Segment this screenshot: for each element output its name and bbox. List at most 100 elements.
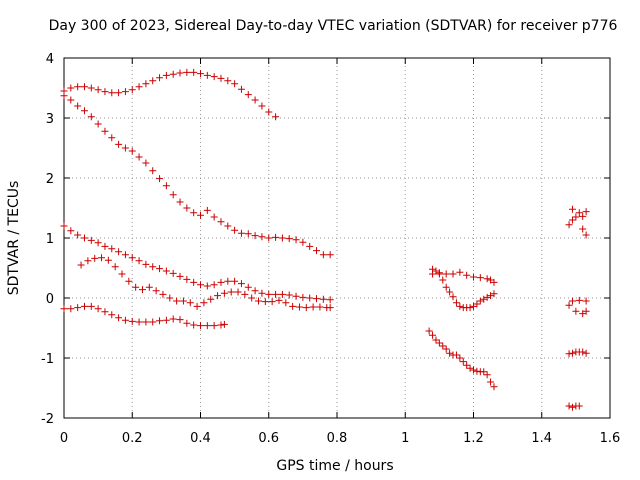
data-point xyxy=(452,299,460,307)
data-point xyxy=(248,294,256,302)
data-point xyxy=(118,270,126,278)
data-point xyxy=(258,233,266,241)
series-arc-late-lower xyxy=(425,327,498,391)
data-point xyxy=(282,299,290,307)
data-point xyxy=(115,314,123,322)
data-point xyxy=(135,318,143,326)
data-point xyxy=(94,86,102,94)
data-point xyxy=(94,120,102,128)
data-point xyxy=(142,318,150,326)
data-point xyxy=(121,251,129,259)
data-point xyxy=(289,302,297,310)
series-arc-end xyxy=(565,205,590,411)
axis-ticks xyxy=(63,57,611,419)
data-point xyxy=(316,303,324,311)
data-point xyxy=(265,290,273,298)
data-point xyxy=(210,73,218,81)
data-point xyxy=(217,321,225,329)
data-point xyxy=(456,354,464,362)
data-point xyxy=(176,69,184,77)
data-point xyxy=(101,127,109,135)
data-point xyxy=(156,317,164,325)
data-point xyxy=(203,71,211,79)
data-point xyxy=(272,290,280,298)
data-point xyxy=(169,70,177,78)
x-tick-label: 1.2 xyxy=(463,431,484,446)
data-point xyxy=(483,275,491,283)
data-point xyxy=(183,319,191,327)
data-point xyxy=(449,270,457,278)
data-point xyxy=(470,273,477,281)
data-point xyxy=(149,318,157,326)
series-arc-descending xyxy=(60,92,334,259)
data-point xyxy=(275,296,283,304)
data-point xyxy=(442,345,450,353)
series-arc-low xyxy=(60,302,228,330)
data-point xyxy=(439,276,447,284)
data-point xyxy=(265,108,273,116)
data-point xyxy=(176,198,184,206)
data-point xyxy=(183,68,191,76)
data-point xyxy=(80,234,88,242)
data-point xyxy=(568,403,576,411)
data-point xyxy=(176,272,184,280)
data-point xyxy=(183,204,191,212)
data-point xyxy=(579,348,587,356)
data-point xyxy=(197,281,204,289)
data-point xyxy=(169,269,177,277)
data-point xyxy=(145,283,153,291)
data-point xyxy=(121,88,129,96)
data-point xyxy=(251,96,259,104)
data-point xyxy=(299,238,307,246)
data-point xyxy=(306,294,314,302)
data-point xyxy=(197,70,204,78)
data-point xyxy=(265,234,273,242)
data-point xyxy=(255,297,263,305)
data-point xyxy=(101,88,109,96)
data-point xyxy=(568,297,576,305)
data-point xyxy=(210,322,218,330)
data-point xyxy=(439,342,447,350)
data-point xyxy=(210,281,218,289)
data-point xyxy=(162,182,170,190)
data-point xyxy=(313,295,321,303)
data-point xyxy=(473,367,481,375)
data-point xyxy=(299,293,307,301)
data-point xyxy=(272,233,280,241)
data-point xyxy=(295,303,303,311)
data-point xyxy=(67,305,75,313)
data-point xyxy=(60,222,68,230)
data-point xyxy=(268,298,276,306)
data-point xyxy=(115,248,123,256)
data-point xyxy=(292,292,300,300)
data-point xyxy=(429,331,437,339)
data-point xyxy=(166,294,174,302)
data-point xyxy=(480,368,488,376)
x-tick-label: 0 xyxy=(60,431,68,446)
y-tick-label: 3 xyxy=(46,112,54,127)
data-point xyxy=(306,242,314,250)
data-point xyxy=(156,265,164,273)
data-point xyxy=(162,267,170,275)
data-point xyxy=(108,89,116,97)
data-point xyxy=(80,302,88,310)
data-point xyxy=(442,270,450,278)
data-point xyxy=(128,147,136,155)
data-point xyxy=(203,322,211,330)
data-point xyxy=(476,297,484,305)
data-point xyxy=(207,295,215,303)
data-point xyxy=(108,311,116,319)
data-point xyxy=(459,358,467,366)
data-point xyxy=(261,298,269,306)
data-point xyxy=(237,280,245,288)
data-point xyxy=(227,288,235,296)
data-point xyxy=(149,77,157,85)
data-point xyxy=(87,84,95,92)
data-point xyxy=(251,232,259,240)
data-point xyxy=(67,227,75,235)
data-point xyxy=(278,290,286,298)
data-point xyxy=(149,263,157,271)
data-point xyxy=(101,308,109,316)
data-point xyxy=(244,91,252,99)
data-point xyxy=(162,71,170,79)
